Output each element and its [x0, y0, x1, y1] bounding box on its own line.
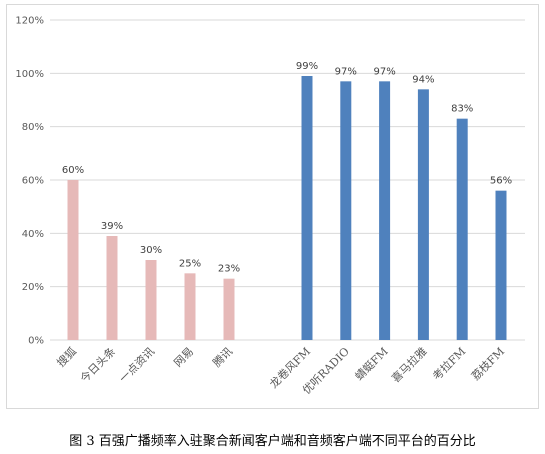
data-label: 97%: [373, 66, 395, 77]
y-tick-label: 120%: [15, 16, 44, 27]
gridlines: [50, 19, 525, 341]
chart-frame: [6, 4, 539, 409]
data-label: 83%: [451, 104, 473, 115]
y-tick-label: 100%: [15, 69, 44, 80]
y-tick-label: 40%: [22, 229, 44, 240]
bar: [417, 89, 429, 340]
bar: [106, 236, 118, 340]
data-label: 60%: [62, 165, 84, 176]
bar: [67, 180, 79, 340]
bar: [301, 76, 313, 340]
y-tick-label: 0%: [28, 336, 44, 347]
y-tick-label: 80%: [22, 122, 44, 133]
bar: [379, 81, 391, 340]
data-label: 39%: [101, 221, 123, 232]
category-label: 腾讯: [210, 344, 235, 369]
category-label: 搜狐: [54, 344, 79, 369]
y-tick-label: 60%: [22, 176, 44, 187]
data-label: 56%: [490, 176, 512, 187]
data-labels: 60% 39% 30% 25% 23% 99% 97% 97% 94% 83% 56%: [62, 61, 512, 275]
data-label: 97%: [335, 66, 357, 77]
bar: [223, 278, 235, 340]
y-tick-label: 20%: [22, 282, 44, 293]
bar: [184, 273, 196, 340]
category-label: 考拉FM: [429, 344, 468, 383]
category-label: 荔枝FM: [468, 344, 507, 383]
bar: [495, 190, 507, 340]
category-label: 喜马拉雅: [389, 344, 430, 385]
category-label: 蜻蜓FM: [352, 344, 391, 383]
data-label: 23%: [218, 264, 240, 275]
category-label: 网易: [171, 345, 196, 370]
bar: [456, 118, 468, 341]
data-label: 25%: [179, 258, 201, 269]
y-axis-ticks: 0% 20% 40% 60% 80% 100% 120%: [15, 16, 44, 347]
category-label: 今日头条: [77, 344, 118, 385]
data-label: 94%: [412, 74, 434, 85]
bar: [340, 81, 352, 340]
category-label: 一点资讯: [117, 345, 157, 385]
figure-caption: 图 3 百强广播频率入驻聚合新闻客户端和音频客户端不同平台的百分比: [69, 434, 476, 449]
data-label: 30%: [140, 245, 162, 256]
bar-chart: 0% 20% 40% 60% 80% 100% 120% 60% 39% 30% 25% 23% 99…: [15, 16, 525, 397]
bars: [67, 76, 507, 341]
bar: [145, 260, 157, 340]
data-label: 99%: [296, 61, 318, 72]
